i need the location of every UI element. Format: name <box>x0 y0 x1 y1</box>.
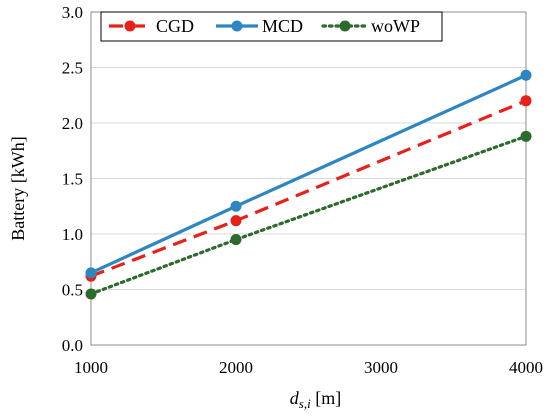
legend-item-wowp: woWP <box>321 16 420 36</box>
legend-label-wowp: woWP <box>371 16 420 36</box>
point-wowp-2 <box>520 130 532 142</box>
point-wowp-1 <box>230 234 242 246</box>
legend-item-cgd: CGD <box>109 16 194 36</box>
tick-layer: 0.0 0.5 1.0 1.5 2.0 2.5 3.0 1000 2000 3000 4000 <box>62 3 543 377</box>
legend-item-mcd: MCD <box>216 16 303 36</box>
y-tick-label-2: 1.0 <box>62 225 83 244</box>
series-line-cgd <box>90 99 527 278</box>
point-mcd-0 <box>85 267 97 279</box>
legend-marker-cgd <box>124 20 136 32</box>
y-tick-label-0: 0.0 <box>62 336 83 355</box>
legend-box <box>100 11 443 42</box>
y-axis-title: Battery [kWh] <box>8 136 28 240</box>
point-wowp-0 <box>85 288 97 300</box>
x-axis-title-subscript: s,i <box>299 396 311 411</box>
legend-marker-wowp <box>339 20 351 32</box>
series-line-mcd <box>90 73 527 275</box>
x-axis-title-symbol: d <box>290 388 300 408</box>
series-mcd <box>85 69 532 279</box>
series-layer <box>85 69 532 300</box>
x-tick-label-3: 4000 <box>509 358 543 377</box>
point-mcd-2 <box>520 69 532 81</box>
series-wowp <box>85 130 532 300</box>
series-line-wowp <box>89 134 528 296</box>
legend-label-cgd: CGD <box>156 16 194 36</box>
x-tick-label-0: 1000 <box>74 358 108 377</box>
y-tick-label-6: 3.0 <box>62 3 83 22</box>
legend-marker-mcd <box>231 20 243 32</box>
x-tick-label-1: 2000 <box>219 358 253 377</box>
grid-layer <box>91 11 526 346</box>
x-axis-title: ds,i [m] <box>290 388 341 411</box>
y-tick-label-1: 0.5 <box>62 281 83 300</box>
point-cgd-2 <box>520 95 532 107</box>
point-cgd-1 <box>230 215 242 227</box>
x-tick-label-2: 3000 <box>364 358 398 377</box>
legend: CGD MCD woWP <box>100 11 443 42</box>
y-tick-label-4: 2.0 <box>62 114 83 133</box>
x-axis-title-unit: [m] <box>311 388 342 408</box>
y-tick-label-5: 2.5 <box>62 59 83 78</box>
legend-label-mcd: MCD <box>262 16 303 36</box>
point-mcd-1 <box>230 200 242 212</box>
y-tick-label-3: 1.5 <box>62 170 83 189</box>
